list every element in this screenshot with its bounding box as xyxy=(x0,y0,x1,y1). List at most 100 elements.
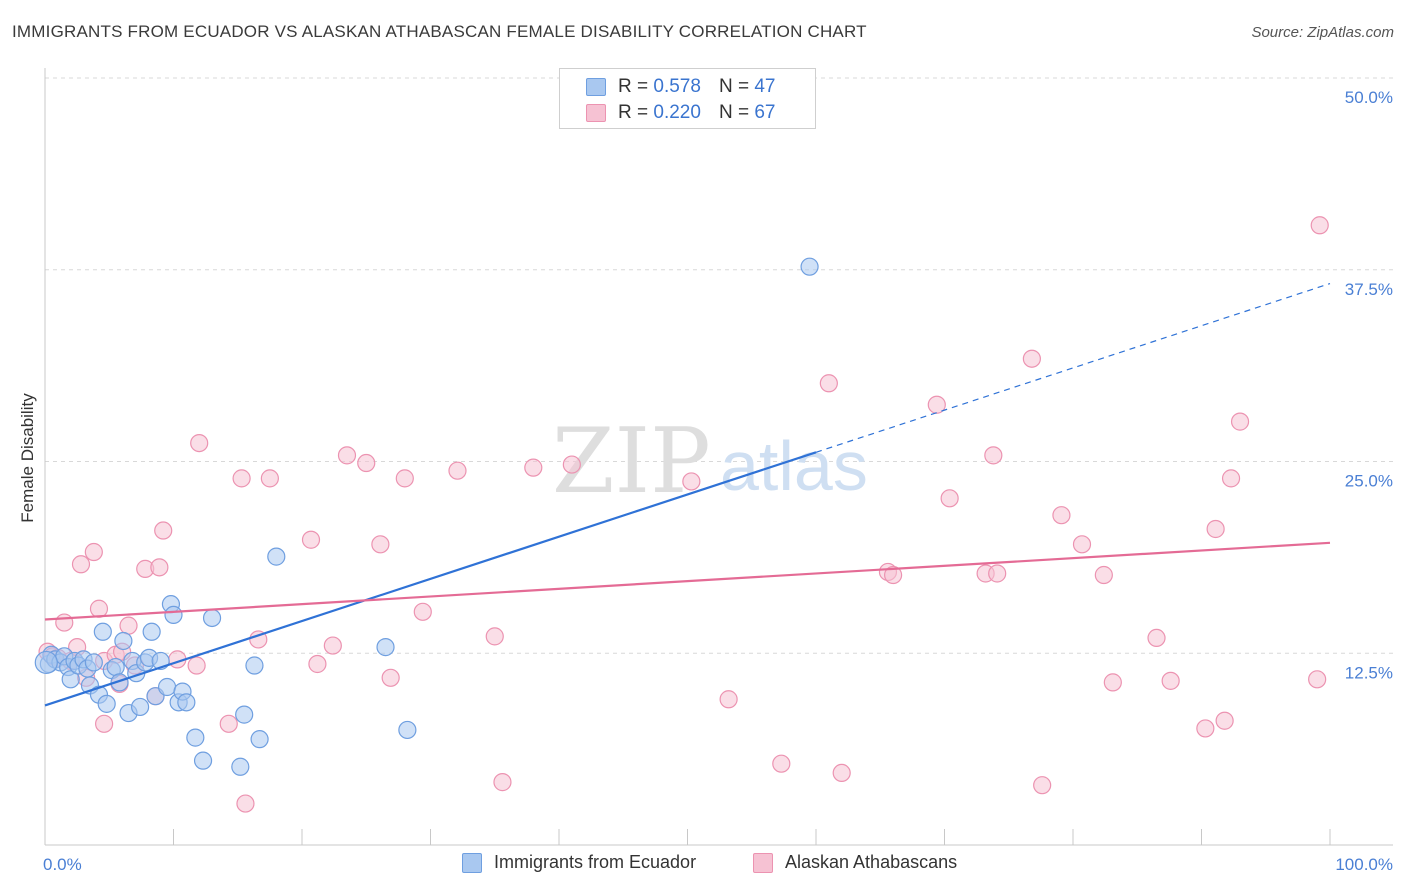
data-point-pink xyxy=(448,461,467,480)
data-point-pink xyxy=(1072,535,1092,554)
data-point-pink xyxy=(1052,506,1071,525)
bottom-legend: Immigrants from Ecuador Alaskan Athabasc… xyxy=(0,850,1406,878)
bottom-legend-label-ecuador: Immigrants from Ecuador xyxy=(494,852,697,872)
data-point-blue xyxy=(114,631,133,651)
data-point-blue xyxy=(245,656,264,675)
data-point-blue xyxy=(202,608,222,628)
data-point-blue xyxy=(142,622,161,641)
data-point-pink xyxy=(485,627,504,646)
data-point-pink xyxy=(832,763,851,783)
data-point-pink xyxy=(84,542,103,562)
data-point-blue xyxy=(61,670,80,689)
data-point-pink xyxy=(988,564,1007,583)
data-point-pink xyxy=(1103,673,1122,692)
trend-lines xyxy=(44,282,1331,707)
chart-title: IMMIGRANTS FROM ECUADOR VS ALASKAN ATHAB… xyxy=(12,22,867,41)
bottom-legend-swatch-pink xyxy=(753,852,773,873)
legend-box: R = 0.578 N = 47 R = 0.220 N = 67 xyxy=(559,68,816,129)
trend-line-extension-blue xyxy=(815,282,1331,453)
data-point-pink xyxy=(1230,412,1250,431)
data-point-blue xyxy=(235,705,254,724)
trend-line-pink xyxy=(44,541,1331,621)
legend-r-label: R = xyxy=(618,76,649,97)
y-axis-label: Female Disability xyxy=(18,393,37,523)
bottom-legend-athabascan[interactable]: Alaskan Athabascans xyxy=(753,852,957,873)
data-point-pink xyxy=(1022,349,1041,368)
gridlines xyxy=(45,77,1393,654)
data-point-blue xyxy=(93,622,112,641)
data-point-blue xyxy=(250,730,269,749)
legend-r-value: 0.220 xyxy=(653,102,701,123)
data-point-pink xyxy=(55,613,74,632)
x-tick-label: 100.0% xyxy=(1335,855,1393,874)
tick-labels: 12.5% 25.0% 37.5% 50.0% 0.0% 100.0% xyxy=(43,88,1393,874)
data-point-blue xyxy=(84,653,103,672)
data-point-pink xyxy=(89,599,109,618)
y-tick-label: 50.0% xyxy=(1345,88,1393,107)
data-point-blue xyxy=(231,757,250,776)
data-point-blue xyxy=(34,650,58,675)
series-alaskan-athabascans xyxy=(38,216,1329,813)
watermark-atlas: atlas xyxy=(720,427,868,505)
data-point-pink xyxy=(249,630,268,649)
legend-swatch-blue xyxy=(586,78,606,96)
data-point-blue xyxy=(186,728,205,747)
data-point-blue xyxy=(177,693,196,712)
data-point-pink xyxy=(562,455,581,474)
legend-row-ecuador: R = 0.578 N = 47 xyxy=(586,75,775,99)
data-point-pink xyxy=(395,469,414,488)
data-point-pink xyxy=(308,654,327,674)
legend-n-label: N = xyxy=(718,76,750,97)
data-point-pink xyxy=(236,794,255,813)
y-tick-label: 12.5% xyxy=(1345,663,1393,682)
y-tick-label: 25.0% xyxy=(1345,472,1393,491)
data-point-pink xyxy=(219,714,238,733)
data-point-pink xyxy=(984,446,1003,465)
data-point-pink xyxy=(232,469,251,488)
x-tick-label: 0.0% xyxy=(43,855,82,874)
bottom-legend-ecuador[interactable]: Immigrants from Ecuador xyxy=(462,852,696,873)
axes xyxy=(44,68,1393,846)
data-point-pink xyxy=(119,616,138,635)
data-point-pink xyxy=(1033,776,1052,795)
data-point-pink xyxy=(371,535,390,554)
data-point-pink xyxy=(260,469,279,488)
watermark: ZIP atlas xyxy=(552,409,868,514)
data-point-pink xyxy=(1308,670,1327,689)
legend-swatch-pink xyxy=(586,104,606,122)
data-point-blue xyxy=(267,547,286,566)
series-immigrants-from-ecuador xyxy=(34,257,819,776)
data-point-pink xyxy=(819,374,838,393)
data-point-pink xyxy=(524,458,543,477)
data-point-blue xyxy=(110,673,129,692)
data-point-blue xyxy=(130,697,150,717)
legend-n-value: 47 xyxy=(754,76,776,97)
data-point-pink xyxy=(883,565,903,585)
data-point-pink xyxy=(323,636,342,655)
data-point-pink xyxy=(95,714,114,733)
data-point-blue xyxy=(376,638,395,657)
data-point-blue xyxy=(157,677,177,697)
legend-r-label: R = xyxy=(618,102,649,123)
legend-row-athabascan: R = 0.220 N = 67 xyxy=(586,101,775,125)
data-point-blue xyxy=(97,694,116,713)
data-point-pink xyxy=(1161,671,1180,690)
legend-n-label: N = xyxy=(718,102,750,123)
data-point-pink xyxy=(413,602,432,621)
data-point-pink xyxy=(719,690,738,709)
data-point-pink xyxy=(381,668,400,687)
legend-n-value: 67 xyxy=(754,102,776,123)
y-tick-label: 37.5% xyxy=(1345,280,1393,299)
data-point-pink xyxy=(1196,719,1215,738)
data-point-pink xyxy=(337,446,357,465)
bottom-legend-label-athabascan: Alaskan Athabascans xyxy=(785,852,958,872)
data-point-pink xyxy=(150,558,169,577)
data-point-blue xyxy=(193,751,213,770)
data-point-blue xyxy=(106,657,125,677)
data-point-pink xyxy=(1147,628,1166,648)
data-point-pink xyxy=(154,521,173,540)
data-point-blue xyxy=(398,720,417,740)
data-point-pink xyxy=(71,555,91,574)
bottom-legend-swatch-blue xyxy=(462,852,482,873)
